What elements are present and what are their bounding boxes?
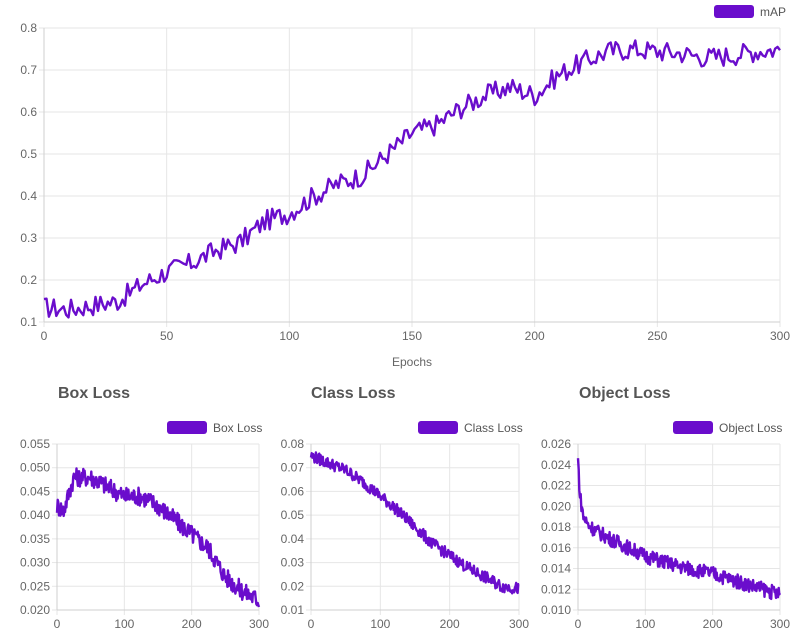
x-tick-label: 0 [308,617,315,631]
chart-map: 0.1 0.2 0.3 0.4 0.5 0.6 0.7 0.8 0 50 100 150 200 250 3… [20,5,790,369]
y-tick-label: 0.6 [20,105,37,119]
y-tick-label: 0.045 [20,484,50,498]
y-tick-label: 0.2 [20,273,37,287]
y-tick-label: 0.06 [281,484,305,498]
x-tick-label: 50 [160,329,174,343]
chart-object: 0.010 0.012 0.014 0.016 0.018 0.020 0.022 0.024… [541,385,790,631]
y-tick-label: 0.3 [20,231,37,245]
y-tick-label: 0.025 [20,579,50,593]
legend-label: Object Loss [719,421,782,435]
y-tick-label: 0.010 [541,603,571,617]
x-tick-label: 0 [54,617,61,631]
y-tick-label: 0.040 [20,508,50,522]
x-tick-label: 200 [525,329,545,343]
y-tick-label: 0.055 [20,437,50,451]
x-tick-label: 300 [770,617,790,631]
x-tick-label: 0 [41,329,48,343]
legend-label: mAP [760,5,786,19]
y-tick-label: 0.035 [20,532,50,546]
y-tick-label: 0.07 [281,461,305,475]
chart-class: 0.01 0.02 0.03 0.04 0.05 0.06 0.07 0.08 0 100 200 3… [281,385,530,631]
y-tick-label: 0.024 [541,458,571,472]
series-line-map [43,39,781,319]
x-tick-label: 200 [440,617,460,631]
x-axis-title: Epochs [392,355,432,369]
chart-title: Box Loss [58,385,130,402]
y-tick-label: 0.7 [20,63,37,77]
y-tick-label: 0.012 [541,582,571,596]
legend-swatch [418,421,458,434]
legend-swatch [167,421,207,434]
y-tick-label: 0.01 [281,603,305,617]
x-tick-label: 200 [182,617,202,631]
series-line-box [55,467,261,608]
y-tick-label: 0.8 [20,21,37,35]
legend-swatch [673,421,713,434]
y-tick-label: 0.1 [20,315,37,329]
x-tick-label: 150 [402,329,422,343]
y-tick-label: 0.04 [281,532,305,546]
x-tick-label: 0 [575,617,582,631]
y-tick-label: 0.022 [541,479,571,493]
legend-label: Class Loss [464,421,523,435]
y-tick-label: 0.030 [20,556,50,570]
x-tick-label: 300 [509,617,529,631]
y-tick-label: 0.05 [281,508,305,522]
x-tick-label: 100 [279,329,299,343]
x-tick-label: 300 [249,617,269,631]
legend-label: Box Loss [213,421,262,435]
y-tick-label: 0.020 [20,603,50,617]
y-tick-label: 0.026 [541,437,571,451]
series-line-object [576,458,782,601]
x-tick-label: 100 [370,617,390,631]
chart-title: Object Loss [579,385,671,402]
y-tick-label: 0.03 [281,556,305,570]
y-tick-label: 0.02 [281,579,305,593]
y-tick-label: 0.020 [541,499,571,513]
y-tick-label: 0.014 [541,562,571,576]
y-tick-label: 0.4 [20,189,37,203]
x-tick-label: 100 [635,617,655,631]
x-tick-label: 300 [770,329,790,343]
y-tick-label: 0.050 [20,461,50,475]
chart-title: Class Loss [311,385,396,402]
legend-swatch [714,5,754,18]
y-tick-label: 0.5 [20,147,37,161]
y-tick-label: 0.08 [281,437,305,451]
chart-box: 0.020 0.025 0.030 0.035 0.040 0.045 0.050 0.055… [20,385,269,631]
x-tick-label: 100 [114,617,134,631]
x-tick-label: 200 [703,617,723,631]
series-line-class [309,451,520,595]
y-tick-label: 0.018 [541,520,571,534]
y-tick-label: 0.016 [541,541,571,555]
x-tick-label: 250 [647,329,667,343]
